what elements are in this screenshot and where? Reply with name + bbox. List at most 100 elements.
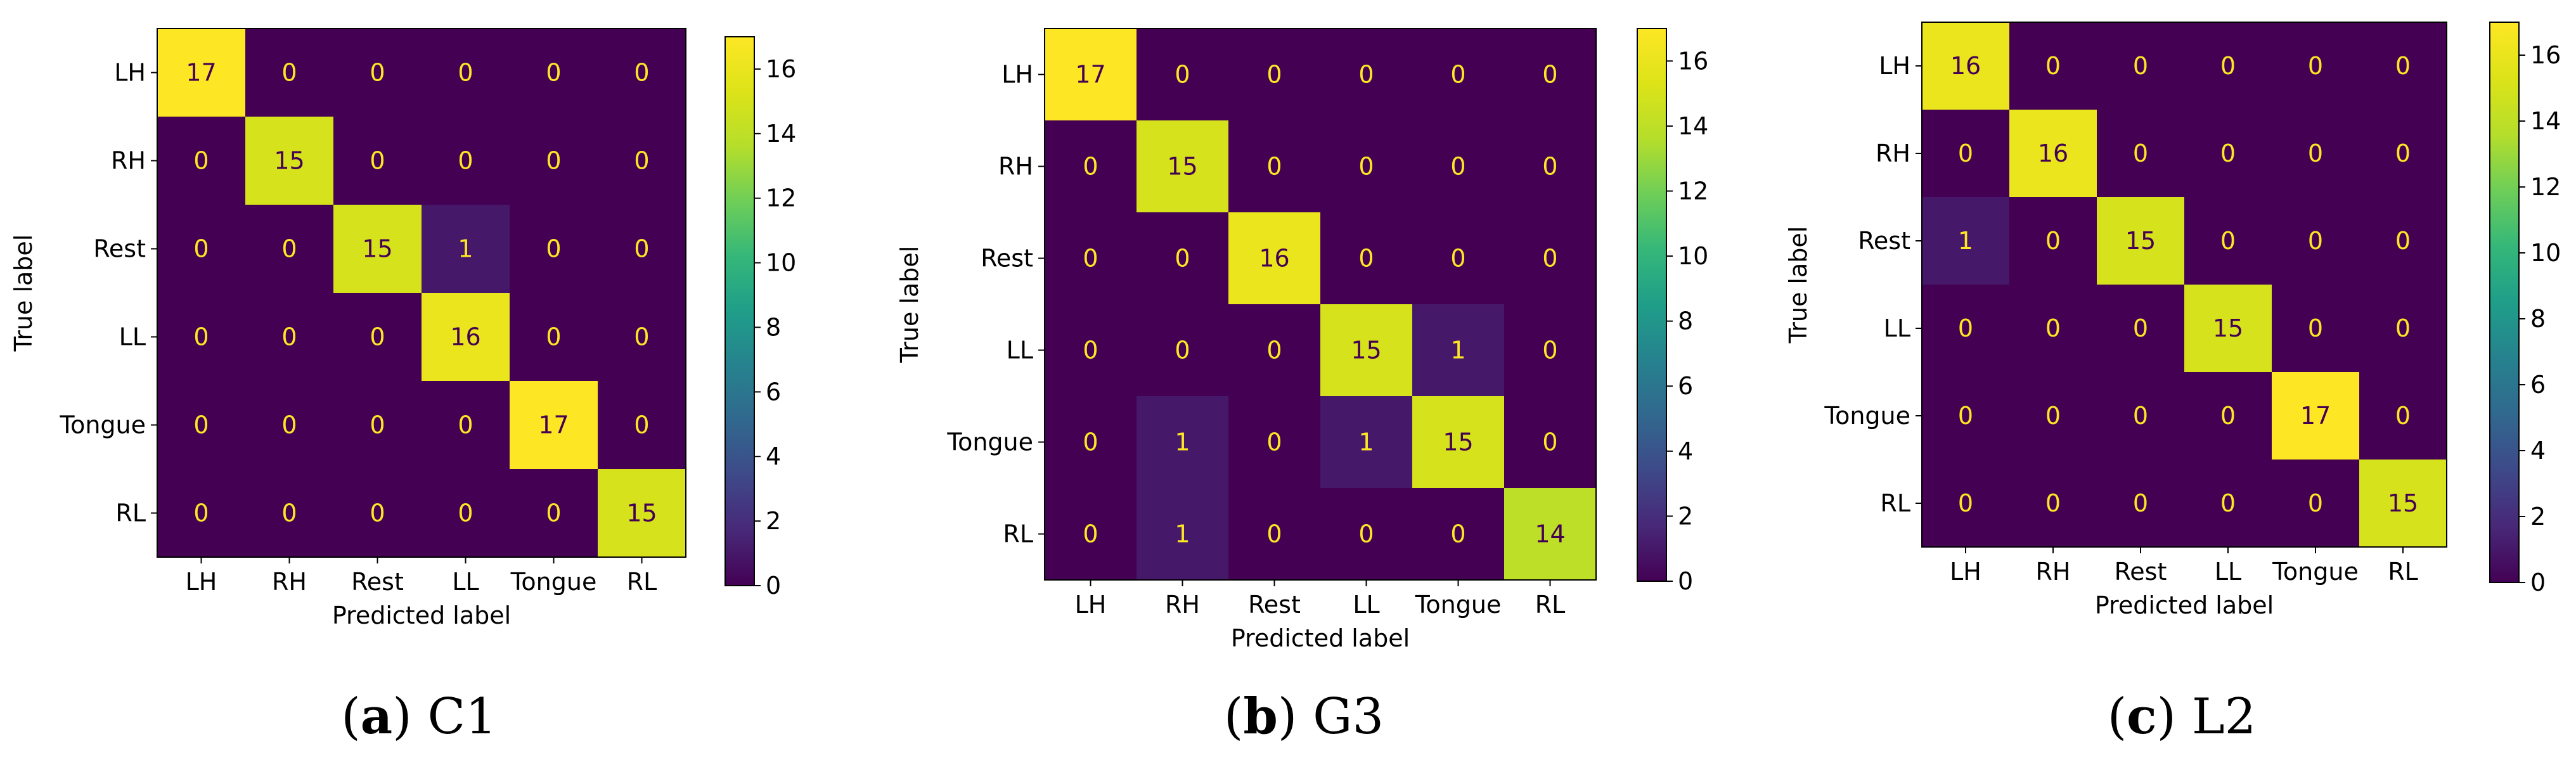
matrix-cell — [2184, 197, 2272, 285]
cell-value-label: 0 — [281, 235, 297, 263]
x-tick-label: RH — [1165, 591, 1200, 619]
cell-value-label: 0 — [1542, 428, 1557, 456]
cell-value-label: 0 — [546, 235, 561, 263]
matrix-cell — [598, 117, 686, 205]
matrix-cell — [510, 29, 598, 117]
cell-value-label: 0 — [634, 59, 649, 87]
cell-value-label: 0 — [370, 499, 385, 527]
cell-value-label: 0 — [1542, 245, 1557, 273]
caption-text-b: G3 — [1313, 688, 1384, 745]
matrix-cell — [2359, 285, 2447, 373]
colorbar — [1637, 28, 1667, 582]
y-tick-label: RL — [115, 499, 146, 527]
cell-value-label: 0 — [1958, 139, 1973, 167]
caption-letter-a: a — [360, 688, 393, 745]
cell-value-label: 0 — [2045, 402, 2061, 430]
matrix-cell — [510, 205, 598, 293]
matrix-cell — [1137, 29, 1229, 121]
cell-value-label: 0 — [2220, 139, 2236, 167]
matrix-cell — [2097, 22, 2185, 110]
cell-value-label: 0 — [458, 147, 473, 175]
colorbar-tick-label: 10 — [2530, 239, 2561, 267]
colorbar-tick-label: 2 — [1678, 502, 1693, 530]
matrix-cell — [598, 205, 686, 293]
matrix-cell — [1228, 120, 1321, 213]
y-axis-title: True label — [896, 246, 924, 364]
matrix-cell — [157, 381, 246, 470]
matrix-cell — [1228, 396, 1321, 489]
matrix-cell — [1045, 304, 1137, 397]
cell-value-label: 0 — [1083, 428, 1098, 456]
x-tick-label: RH — [272, 568, 307, 596]
cell-value-label: 0 — [546, 59, 561, 87]
colorbar-tick-label: 0 — [2530, 569, 2546, 596]
matrix-cell — [333, 293, 422, 382]
colorbar-tick-label: 10 — [766, 249, 796, 277]
cell-value-label: 0 — [2220, 52, 2236, 80]
x-tick-label: LL — [2215, 558, 2241, 586]
cell-value-label: 0 — [1083, 520, 1098, 548]
cell-value-label: 0 — [2045, 52, 2061, 80]
cell-value-label: 0 — [1266, 337, 1282, 364]
colorbar-tick-label: 14 — [2530, 107, 2561, 135]
cell-value-label: 1 — [1175, 428, 1190, 456]
cell-value-label: 15 — [1443, 428, 1473, 456]
cell-value-label: 0 — [458, 499, 473, 527]
cell-value-label: 0 — [2308, 139, 2323, 167]
cell-value-label: 0 — [2308, 227, 2323, 255]
cell-value-label: 0 — [2395, 402, 2411, 430]
colorbar-tick-label: 14 — [1678, 112, 1708, 140]
matrix-cell — [1320, 488, 1413, 581]
matrix-cell — [510, 381, 598, 470]
colorbar — [2489, 22, 2520, 583]
cell-value-label: 0 — [2308, 489, 2323, 517]
matrix-cell — [2272, 372, 2360, 460]
cell-value-label: 16 — [450, 323, 480, 351]
matrix-cell — [1922, 110, 2010, 198]
x-tick-label: LL — [452, 568, 479, 596]
matrix-cell — [1228, 212, 1321, 305]
matrix-cell — [157, 29, 246, 117]
caption-letter-c: c — [2127, 688, 2157, 745]
cell-value-label: 0 — [1175, 245, 1190, 273]
cell-value-label: 0 — [1266, 61, 1282, 89]
cell-value-label: 1 — [458, 235, 473, 263]
matrix-cell — [1320, 304, 1413, 397]
matrix-cell — [2184, 22, 2272, 110]
cell-value-label: 0 — [1450, 153, 1465, 181]
matrix-cell — [510, 469, 598, 558]
matrix-cell — [157, 117, 246, 205]
matrix-cell — [245, 469, 334, 558]
matrix-cell — [1504, 396, 1597, 489]
matrix-cell — [1504, 212, 1597, 305]
cell-value-label: 0 — [2133, 52, 2148, 80]
y-axis-title: True label — [1784, 226, 1812, 344]
cell-value-label: 0 — [2220, 402, 2236, 430]
matrix-cell — [2184, 460, 2272, 548]
cell-value-label: 0 — [281, 59, 297, 87]
cell-value-label: 15 — [2213, 314, 2243, 342]
matrix-cell — [1228, 488, 1321, 581]
y-tick-label: Rest — [981, 245, 1033, 273]
cell-value-label: 17 — [1075, 61, 1105, 89]
matrix-cell — [333, 381, 422, 470]
matrix-cell — [1137, 120, 1229, 213]
cell-value-label: 15 — [626, 499, 657, 527]
cell-value-label: 0 — [1175, 337, 1190, 364]
colorbar-tick-label: 10 — [1678, 242, 1708, 270]
cell-value-label: 15 — [2388, 489, 2418, 517]
matrix-cell — [157, 293, 246, 382]
cell-value-label: 1 — [1958, 227, 1973, 255]
x-tick-label: RL — [1535, 591, 1566, 619]
cell-value-label: 0 — [1958, 489, 1973, 517]
y-tick-label: RL — [1003, 520, 1033, 548]
cell-value-label: 0 — [458, 59, 473, 87]
x-tick-label: Rest — [1248, 591, 1301, 619]
cell-value-label: 0 — [193, 235, 209, 263]
cell-value-label: 15 — [274, 147, 304, 175]
matrix-cell — [2009, 110, 2097, 198]
colorbar-tick-label: 4 — [2530, 437, 2546, 465]
cell-value-label: 0 — [1358, 153, 1374, 181]
matrix-cell — [2097, 460, 2185, 548]
